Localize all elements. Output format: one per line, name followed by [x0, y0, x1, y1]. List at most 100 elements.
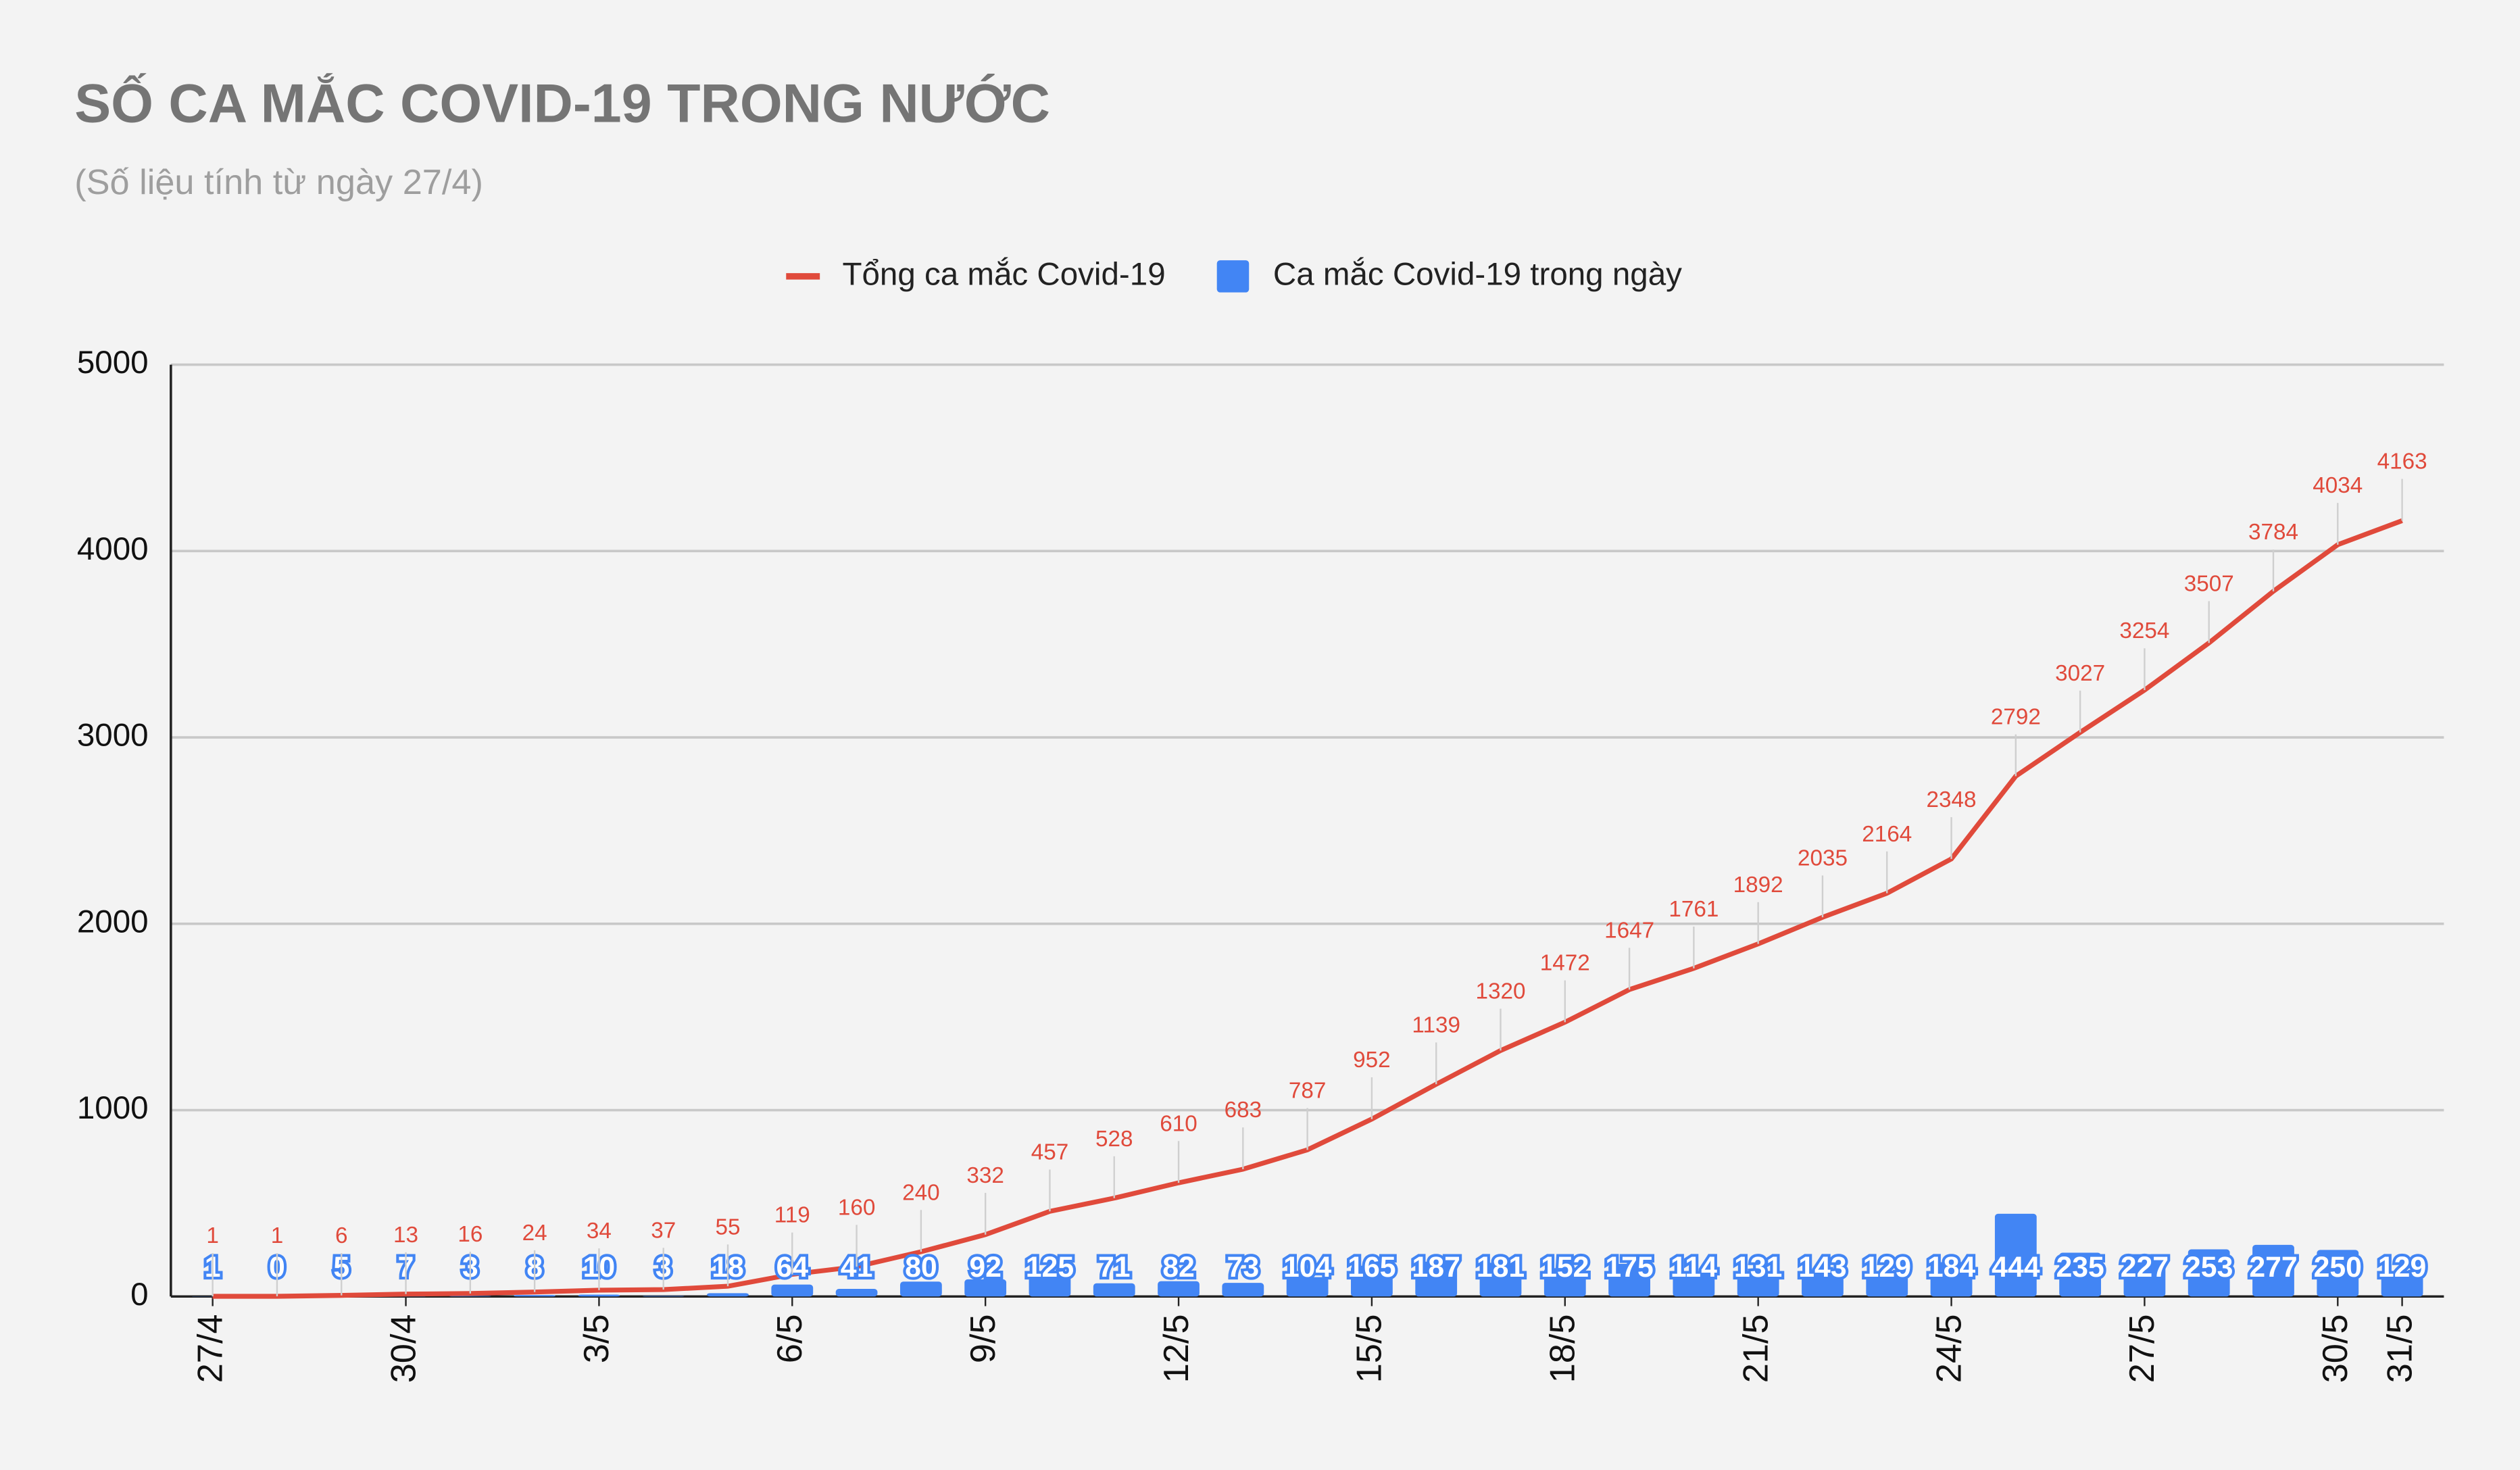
line-value-label: 34 — [587, 1219, 612, 1244]
y-tick-label: 5000 — [77, 345, 149, 381]
line-value-label: 1 — [206, 1223, 219, 1248]
line-value-label: 610 — [1160, 1111, 1197, 1136]
bar-value-label: 277 — [2249, 1251, 2297, 1283]
bar-value-label: 71 — [1098, 1251, 1131, 1283]
bar-value-label: 184 — [1927, 1251, 1976, 1283]
bar — [2381, 1272, 2423, 1297]
y-tick-label: 1000 — [77, 1090, 149, 1126]
bar — [899, 1281, 942, 1297]
legend-label: Tổng ca mắc Covid-19 — [842, 255, 1165, 292]
line-value-label: 952 — [1353, 1048, 1391, 1073]
line-value-label: 332 — [966, 1163, 1004, 1188]
x-tick-label: 27/5 — [2123, 1314, 2162, 1383]
line-value-label: 24 — [522, 1221, 547, 1246]
x-tick-label: 15/5 — [1350, 1314, 1389, 1383]
x-tick-label: 30/4 — [384, 1314, 423, 1383]
bar — [578, 1294, 620, 1297]
bar-value-label: 187 — [1412, 1251, 1460, 1283]
line-value-label: 3784 — [2248, 520, 2298, 545]
line-value-label: 787 — [1289, 1078, 1327, 1103]
line-value-label: 4034 — [2313, 473, 2363, 498]
line-value-label: 3507 — [2184, 571, 2234, 596]
bar — [771, 1284, 814, 1297]
bar-value-label: 143 — [1798, 1251, 1846, 1283]
bar-value-label: 235 — [2056, 1251, 2104, 1283]
bar-value-label: 253 — [2185, 1251, 2233, 1283]
bar-value-label: 92 — [969, 1251, 1002, 1283]
bar-value-label: 152 — [1541, 1251, 1589, 1283]
bar-value-label: 165 — [1348, 1251, 1395, 1283]
bar — [835, 1288, 878, 1297]
legend-swatch — [1216, 260, 1250, 293]
line-value-label: 1320 — [1475, 979, 1525, 1004]
y-tick-label: 0 — [130, 1277, 148, 1313]
line-value-label: 457 — [1031, 1140, 1069, 1165]
x-tick-label: 31/5 — [2380, 1314, 2419, 1383]
line-value-label: 1892 — [1733, 873, 1783, 898]
bar — [2188, 1249, 2230, 1297]
bar — [1351, 1265, 1393, 1297]
bar-value-label: 80 — [905, 1251, 937, 1283]
bar — [1994, 1213, 2037, 1297]
bar — [2317, 1250, 2359, 1297]
x-tick-label: 27/4 — [191, 1314, 230, 1383]
line-value-label: 2792 — [1991, 705, 2041, 730]
legend-label: Ca mắc Covid-19 trong ngày — [1273, 255, 1682, 292]
bar-value-label: 227 — [2121, 1251, 2169, 1283]
line-value-label: 13 — [393, 1223, 418, 1248]
x-tick-label: 12/5 — [1157, 1314, 1196, 1383]
bar — [1415, 1261, 1458, 1297]
bar-value-label: 444 — [1992, 1251, 2040, 1283]
line-value-label: 1 — [271, 1223, 284, 1248]
y-tick-label: 3000 — [77, 718, 149, 754]
line-value-label: 6 — [335, 1223, 348, 1248]
x-tick-label: 21/5 — [1736, 1314, 1775, 1383]
line-value-label: 1761 — [1669, 897, 1719, 922]
line-value-label: 2035 — [1798, 846, 1848, 871]
line-value-label: 1472 — [1540, 951, 1590, 976]
line-value-label: 119 — [774, 1203, 810, 1228]
bar — [1093, 1283, 1135, 1297]
chart-subtitle: (Số liệu tính từ ngày 27/4) — [74, 163, 483, 202]
line-value-label: 160 — [838, 1195, 876, 1220]
bar — [1158, 1281, 1200, 1297]
x-tick-label: 18/5 — [1543, 1314, 1583, 1383]
bar-value-label: 175 — [1605, 1251, 1653, 1283]
bar-value-label: 129 — [1863, 1251, 1911, 1283]
bar — [1673, 1275, 1715, 1297]
line-value-label: 55 — [715, 1215, 740, 1240]
bar-value-label: 82 — [1162, 1251, 1195, 1283]
x-tick-label: 9/5 — [964, 1314, 1003, 1363]
bar — [2123, 1254, 2166, 1297]
line-value-label: 240 — [902, 1180, 940, 1205]
bar-value-label: 250 — [2314, 1251, 2362, 1283]
line-value-label: 3027 — [2055, 661, 2105, 686]
line-value-label: 37 — [651, 1218, 676, 1243]
bar-value-label: 131 — [1734, 1251, 1782, 1283]
bar-value-label: 73 — [1227, 1251, 1260, 1283]
line-value-label: 683 — [1225, 1098, 1262, 1123]
line-value-label: 3254 — [2119, 618, 2169, 643]
x-tick-label: 6/5 — [770, 1314, 810, 1363]
chart-title: SỐ CA MẮC COVID-19 TRONG NƯỚC — [74, 73, 1050, 134]
bar — [1608, 1264, 1650, 1297]
line-value-label: 16 — [458, 1222, 483, 1247]
bar-value-label: 125 — [1026, 1251, 1074, 1283]
x-tick-label: 3/5 — [577, 1314, 616, 1363]
x-tick-label: 30/5 — [2316, 1314, 2355, 1383]
bar-value-label: 181 — [1477, 1251, 1525, 1283]
bar — [1286, 1277, 1329, 1297]
bar-value-label: 104 — [1283, 1251, 1332, 1283]
bar — [1930, 1262, 1973, 1297]
line-value-label: 1647 — [1604, 918, 1654, 943]
bar — [2252, 1244, 2294, 1297]
bar-value-label: 129 — [2378, 1251, 2426, 1283]
y-tick-label: 2000 — [77, 904, 149, 939]
line-value-label: 2164 — [1862, 822, 1912, 847]
bar — [964, 1279, 1007, 1297]
bar — [1543, 1268, 1586, 1297]
line-value-label: 1139 — [1412, 1012, 1460, 1037]
